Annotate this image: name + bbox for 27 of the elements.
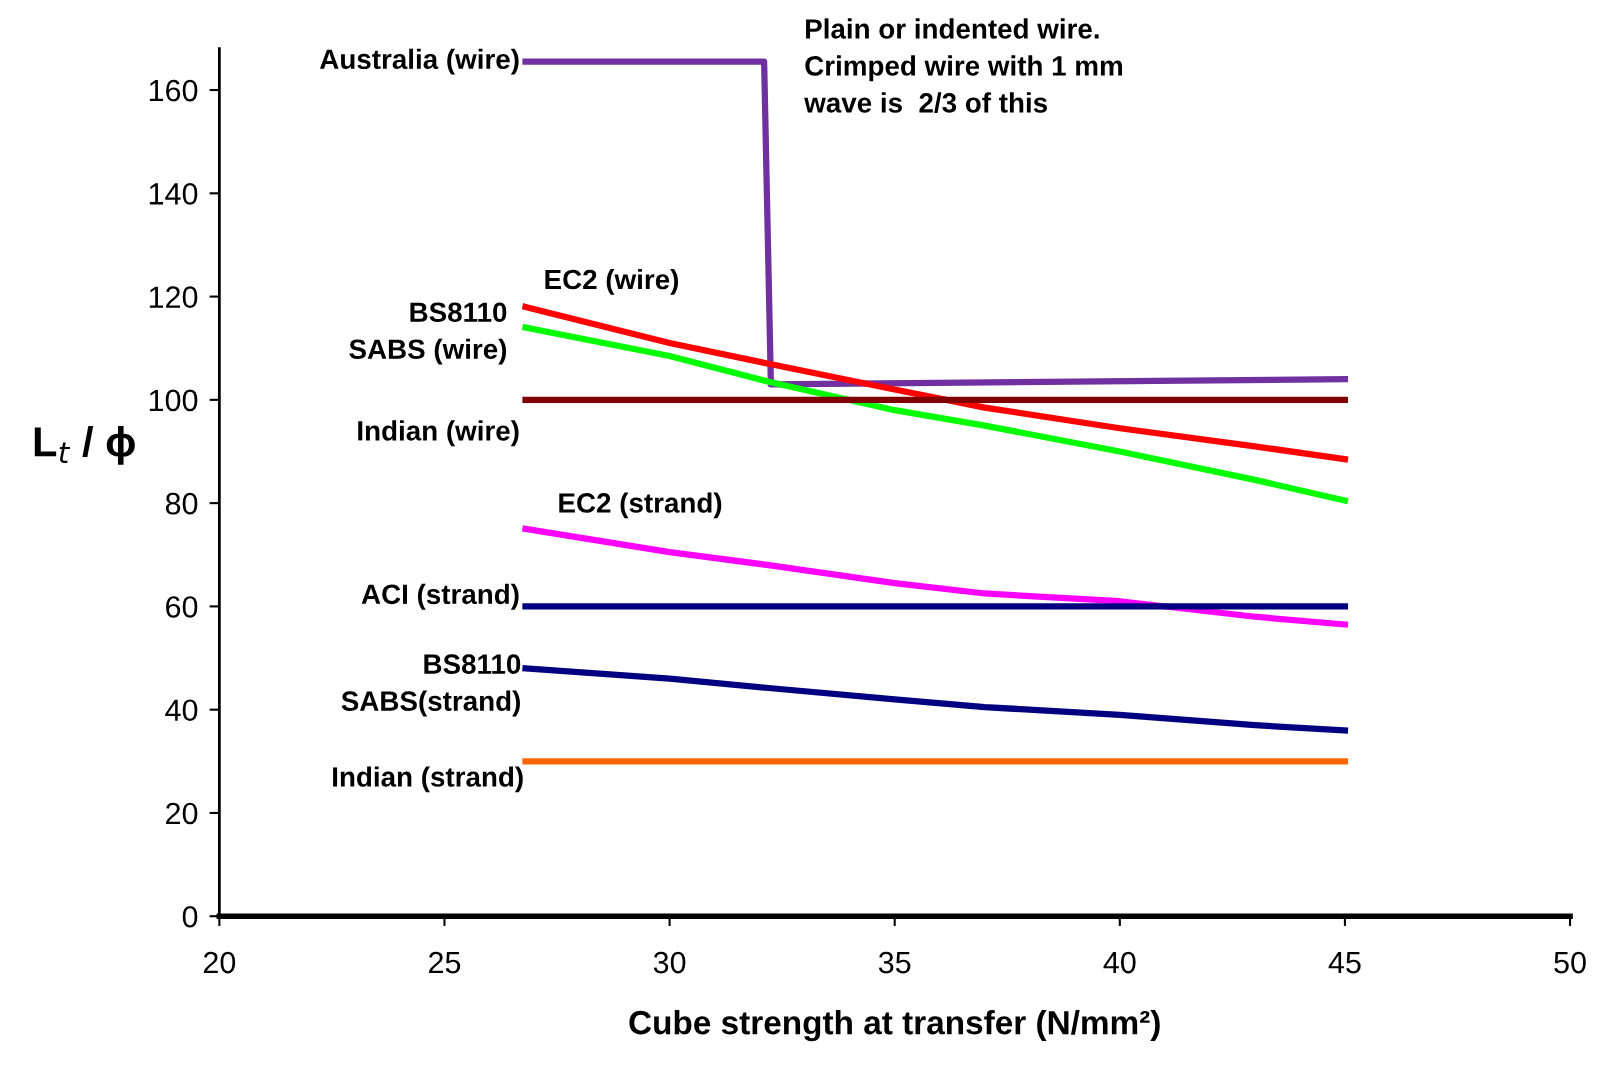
series-label: BS8110 SABS(strand) xyxy=(341,654,521,717)
series-label: Indian (wire) xyxy=(358,420,519,447)
x-tick-label: 40 xyxy=(1103,951,1136,974)
y-tick-label: 40 xyxy=(165,699,198,722)
x-tick-label: 45 xyxy=(1328,952,1361,974)
y-tick-label: 60 xyxy=(166,596,198,618)
annotation: Plain or indented wire. Crimped wire with 1 mm wave is 2/3 of this xyxy=(804,18,1122,113)
series-label: EC2 (wire) xyxy=(545,268,679,295)
series-label: Australia (wire) xyxy=(319,48,519,75)
series-label: EC2 (strand) xyxy=(559,492,722,519)
y-tick-label: 20 xyxy=(166,802,198,825)
x-tick-label: 25 xyxy=(429,951,461,974)
y-tick-label: 160 xyxy=(149,79,198,102)
y-tick-label: 120 xyxy=(149,286,198,308)
y-tick-label: 140 xyxy=(149,183,198,205)
x-axis-title: Cube strength at transfer (N/mm²) xyxy=(629,1009,1160,1042)
series-label: BS8110 SABS (wire) xyxy=(349,302,507,365)
x-tick-label: 50 xyxy=(1554,951,1586,974)
x-tick-label: 35 xyxy=(878,951,911,974)
series-label: Indian (strand) xyxy=(333,766,523,793)
y-tick-label: 0 xyxy=(182,905,198,928)
y-tick-label: 80 xyxy=(165,492,198,515)
y-tick-label: 100 xyxy=(149,389,198,412)
x-tick-label: 20 xyxy=(203,951,236,974)
y-axis-title: L$_{t}$ / ϕ xyxy=(34,425,135,465)
series-label: ACI (strand) xyxy=(361,583,519,610)
x-tick-label: 30 xyxy=(653,951,686,974)
